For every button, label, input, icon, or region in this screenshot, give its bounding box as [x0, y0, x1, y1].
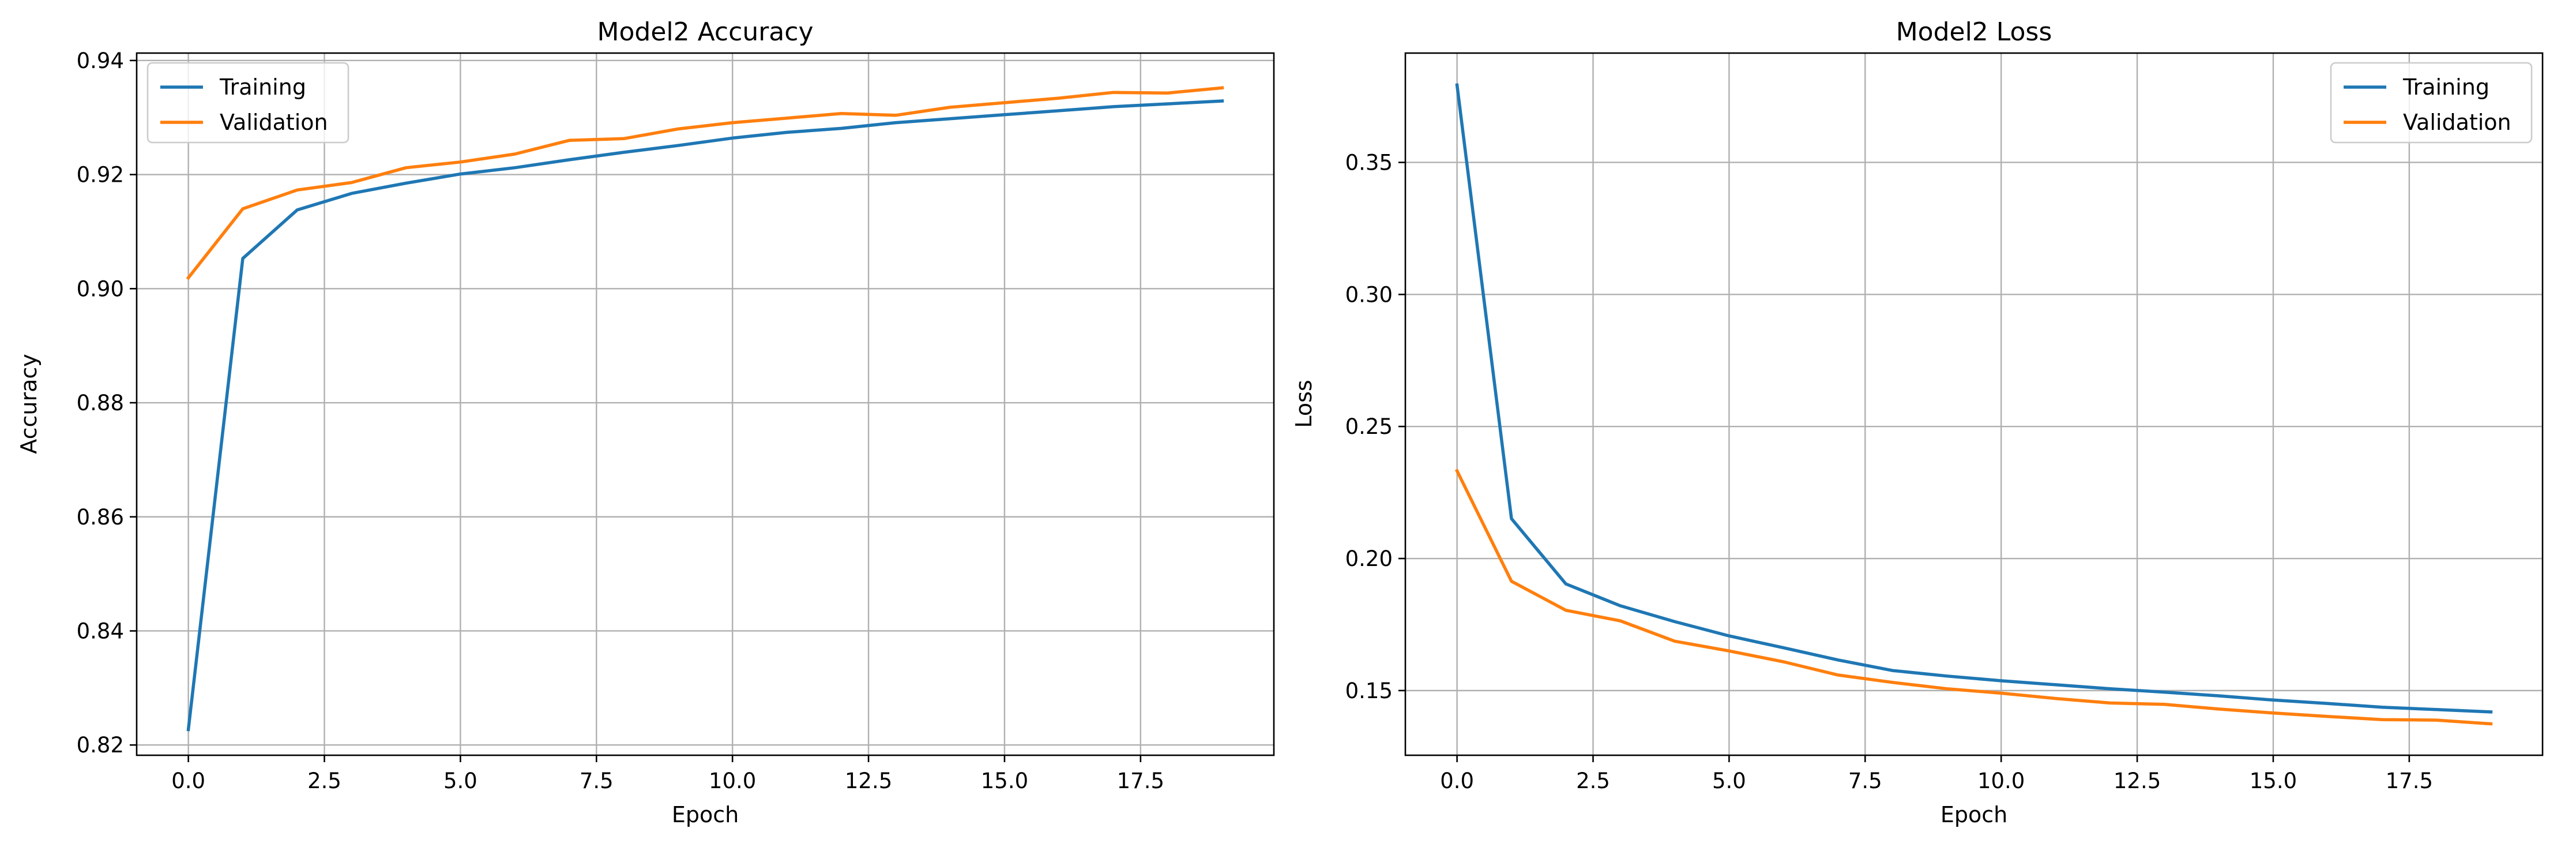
y-tick-label: 0.30: [1345, 282, 1393, 307]
series-line-validation: [186, 86, 1224, 280]
plot-frame: [1404, 52, 2544, 756]
series-line-training: [1455, 83, 2493, 714]
y-tick-label: 0.88: [77, 391, 124, 415]
x-tick-label: 17.5: [2386, 769, 2433, 793]
y-axis-ticks: 0.82 0.84 0.86 0.88 0.90 0.92 0.94: [77, 48, 137, 758]
y-tick-label: 0.25: [1345, 414, 1393, 439]
legend: Training Validation: [146, 62, 349, 144]
x-axis-label: Epoch: [672, 802, 739, 827]
y-tick-label: 0.86: [77, 505, 124, 530]
grid-lines: [1405, 53, 2543, 755]
x-tick-label: 5.0: [1712, 769, 1746, 793]
chart-title: Model2 Loss: [1896, 17, 2052, 47]
legend-label-training: Training: [219, 74, 306, 100]
y-tick-label: 0.82: [77, 733, 124, 758]
y-tick-label: 0.90: [77, 276, 124, 301]
x-tick-label: 7.5: [580, 769, 614, 793]
x-tick-label: 12.5: [2114, 769, 2161, 793]
legend: Training Validation: [2330, 62, 2533, 144]
chart-title: Model2 Accuracy: [597, 17, 814, 47]
loss-chart: 0.0 2.5 5.0 7.5 10.0 12.5 15.0 17.5 0.15 0.20 0.2…: [1291, 17, 2544, 827]
x-tick-label: 15.0: [981, 769, 1028, 793]
y-axis-ticks: 0.15 0.20 0.25 0.30 0.35: [1345, 150, 1405, 703]
grid-lines: [137, 53, 1274, 755]
legend-label-validation: Validation: [2403, 110, 2511, 135]
x-tick-label: 0.0: [171, 769, 205, 793]
legend-label-training: Training: [2402, 74, 2489, 100]
x-axis-ticks: 0.0 2.5 5.0 7.5 10.0 12.5 15.0 17.5: [1440, 755, 2433, 793]
y-tick-label: 0.20: [1345, 546, 1393, 571]
plot-frame: [136, 52, 1275, 756]
x-tick-label: 12.5: [845, 769, 892, 793]
accuracy-chart: 0.0 2.5 5.0 7.5 10.0 12.5 15.0 17.5 0.820.840.8…: [16, 17, 1275, 827]
x-axis-label: Epoch: [1941, 802, 2007, 827]
series-line-validation: [1454, 469, 2493, 726]
x-tick-label: 10.0: [709, 769, 756, 793]
x-tick-label: 5.0: [443, 769, 477, 793]
series-line-training: [186, 99, 1224, 732]
legend-label-validation: Validation: [220, 110, 328, 135]
x-tick-label: 2.5: [307, 769, 341, 793]
x-tick-label: 17.5: [1117, 769, 1164, 793]
x-tick-label: 7.5: [1848, 769, 1882, 793]
x-tick-label: 2.5: [1576, 769, 1610, 793]
x-tick-label: 15.0: [2250, 769, 2297, 793]
y-tick-label: 0.92: [77, 163, 124, 188]
y-tick-label: 0.15: [1345, 679, 1393, 703]
series-lines: [186, 86, 1224, 732]
y-axis-label: Loss: [1291, 380, 1317, 428]
y-axis-label: Accuracy: [16, 354, 42, 454]
y-tick-label: 0.84: [77, 619, 124, 643]
y-tick-label: 0.94: [77, 48, 124, 73]
x-tick-label: 10.0: [1977, 769, 2025, 793]
y-tick-label: 0.35: [1345, 150, 1393, 175]
x-tick-label: 0.0: [1440, 769, 1474, 793]
x-axis-ticks: 0.0 2.5 5.0 7.5 10.0 12.5 15.0 17.5: [171, 755, 1164, 793]
series-lines: [1454, 83, 2493, 726]
